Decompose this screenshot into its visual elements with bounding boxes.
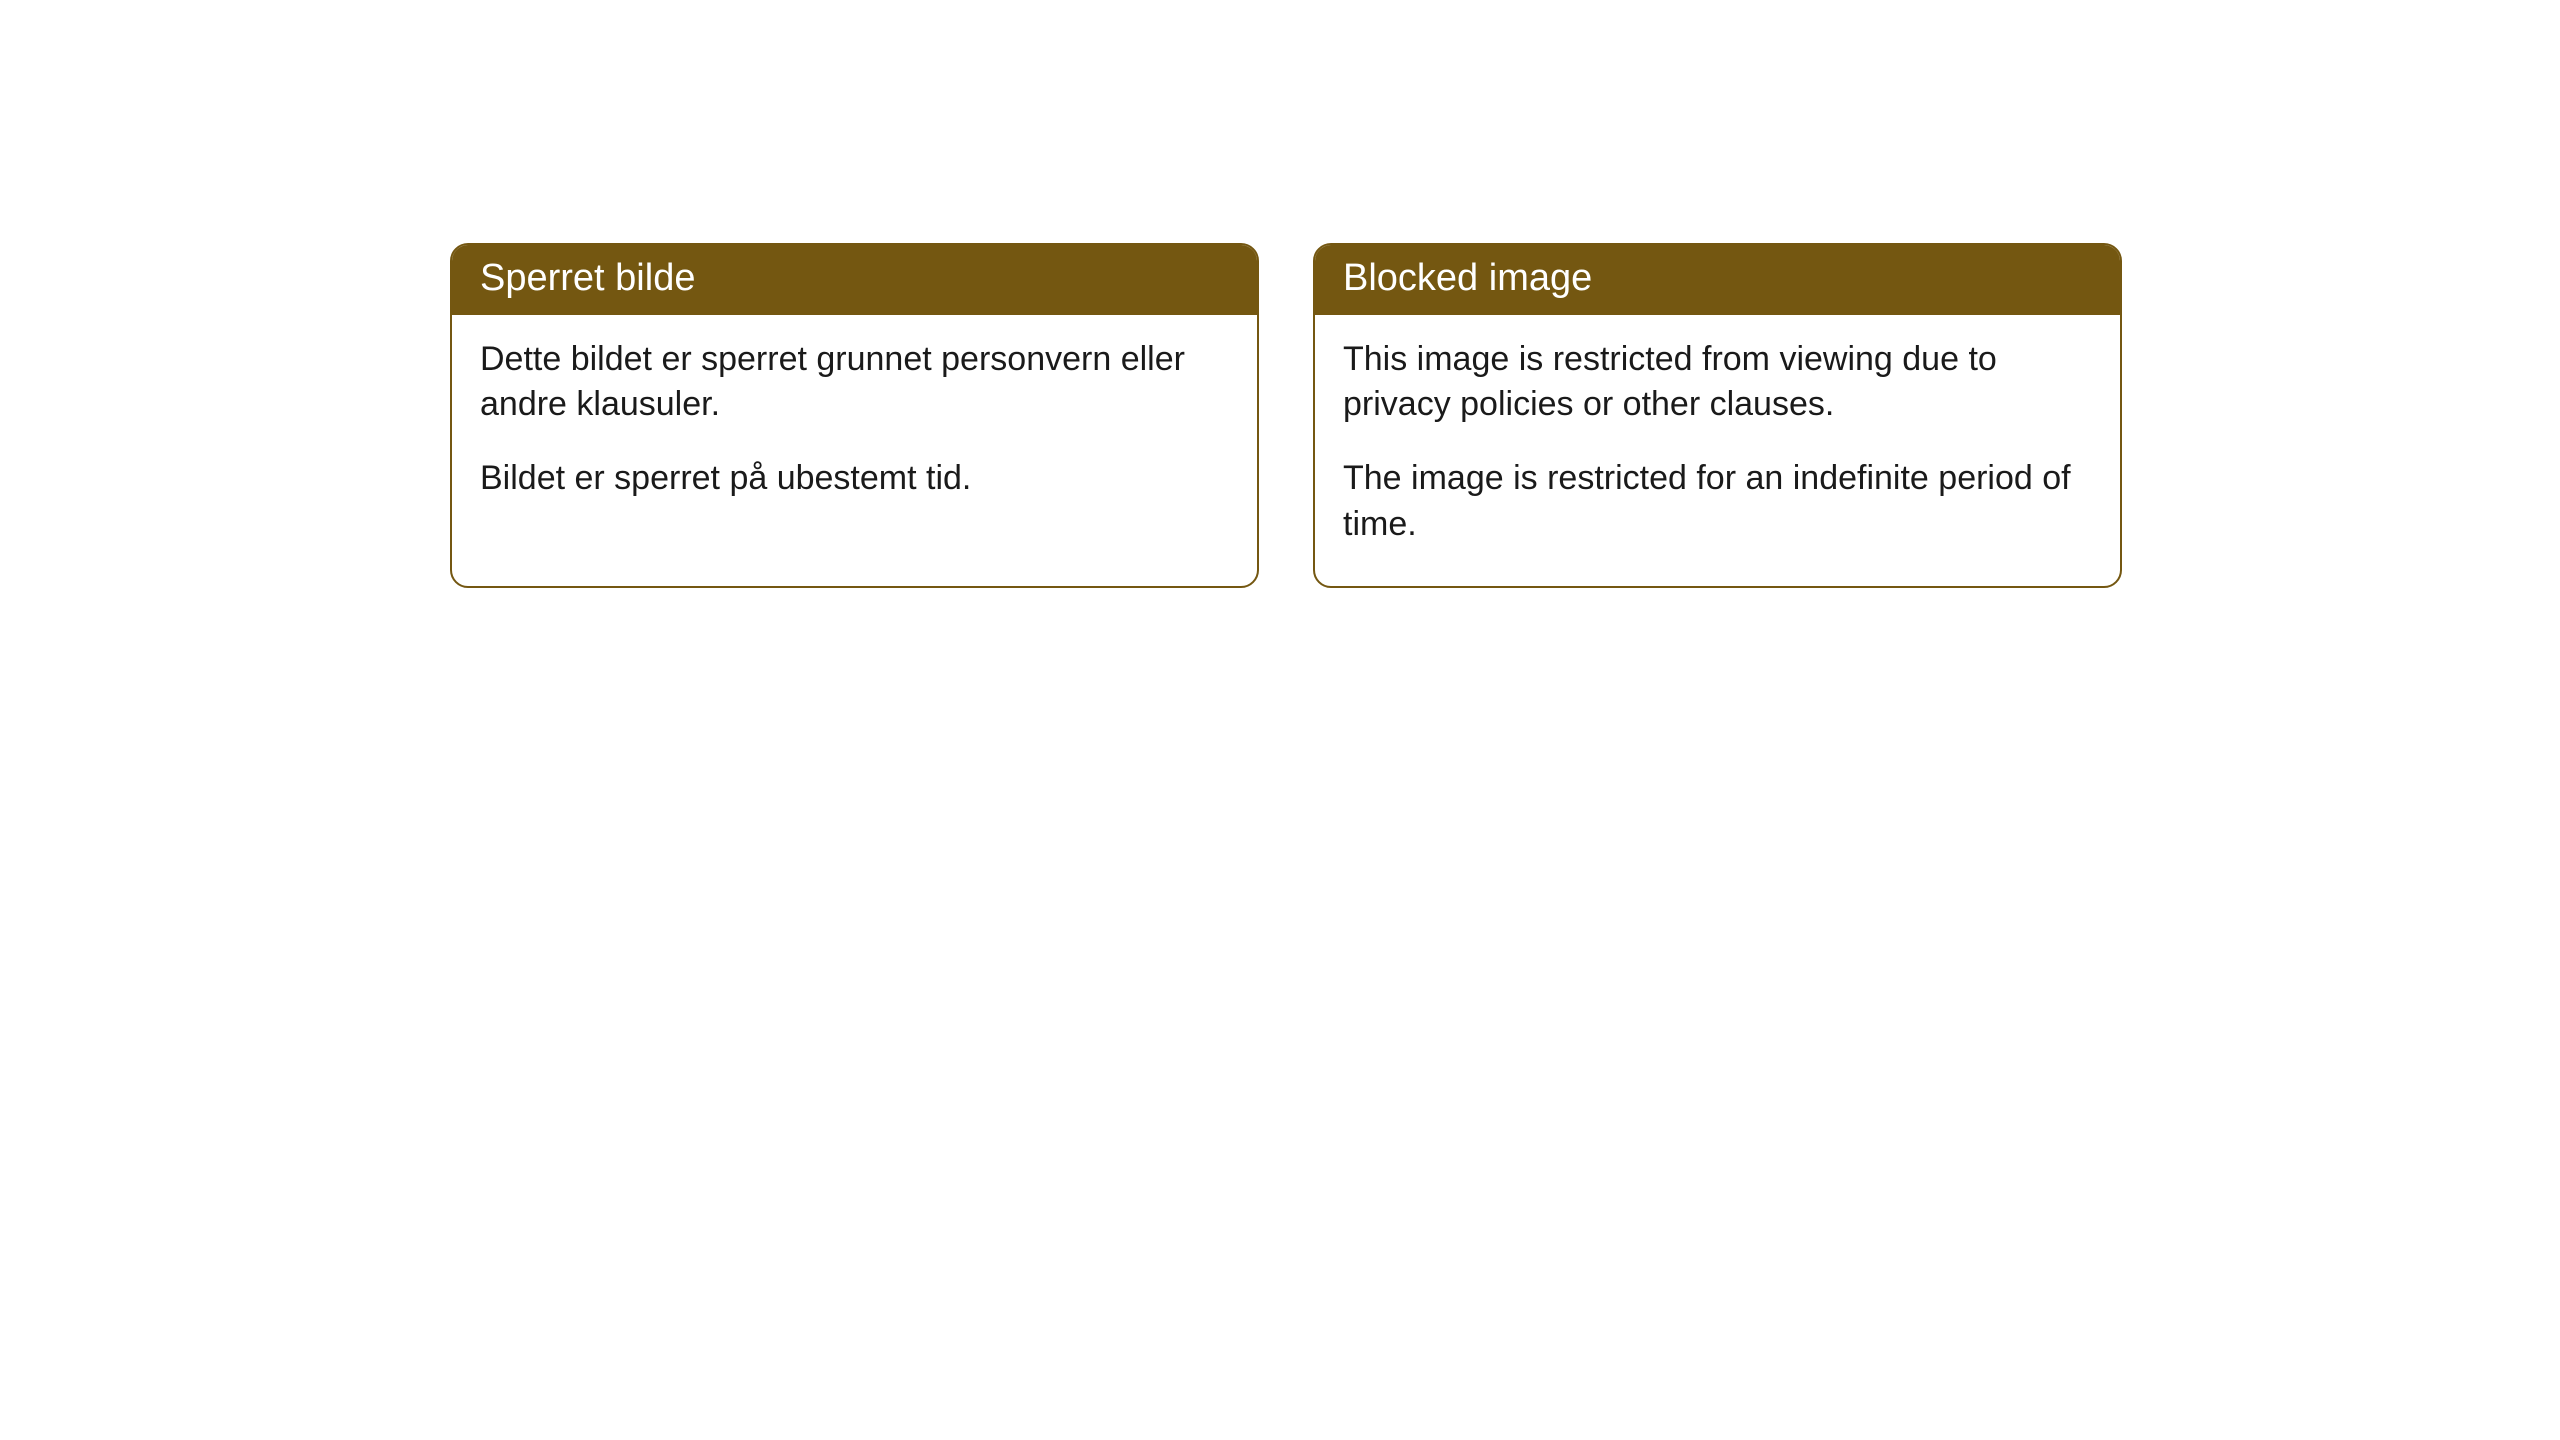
blocked-image-card-english: Blocked image This image is restricted f… [1313,243,2122,588]
card-paragraph-1-english: This image is restricted from viewing du… [1343,337,2092,429]
card-header-norwegian: Sperret bilde [452,245,1257,315]
notice-cards-container: Sperret bilde Dette bildet er sperret gr… [450,243,2122,588]
card-paragraph-2-english: The image is restricted for an indefinit… [1343,456,2092,548]
card-body-norwegian: Dette bildet er sperret grunnet personve… [452,315,1257,541]
card-header-english: Blocked image [1315,245,2120,315]
card-body-english: This image is restricted from viewing du… [1315,315,2120,587]
card-paragraph-2-norwegian: Bildet er sperret på ubestemt tid. [480,456,1229,502]
blocked-image-card-norwegian: Sperret bilde Dette bildet er sperret gr… [450,243,1259,588]
card-paragraph-1-norwegian: Dette bildet er sperret grunnet personve… [480,337,1229,429]
